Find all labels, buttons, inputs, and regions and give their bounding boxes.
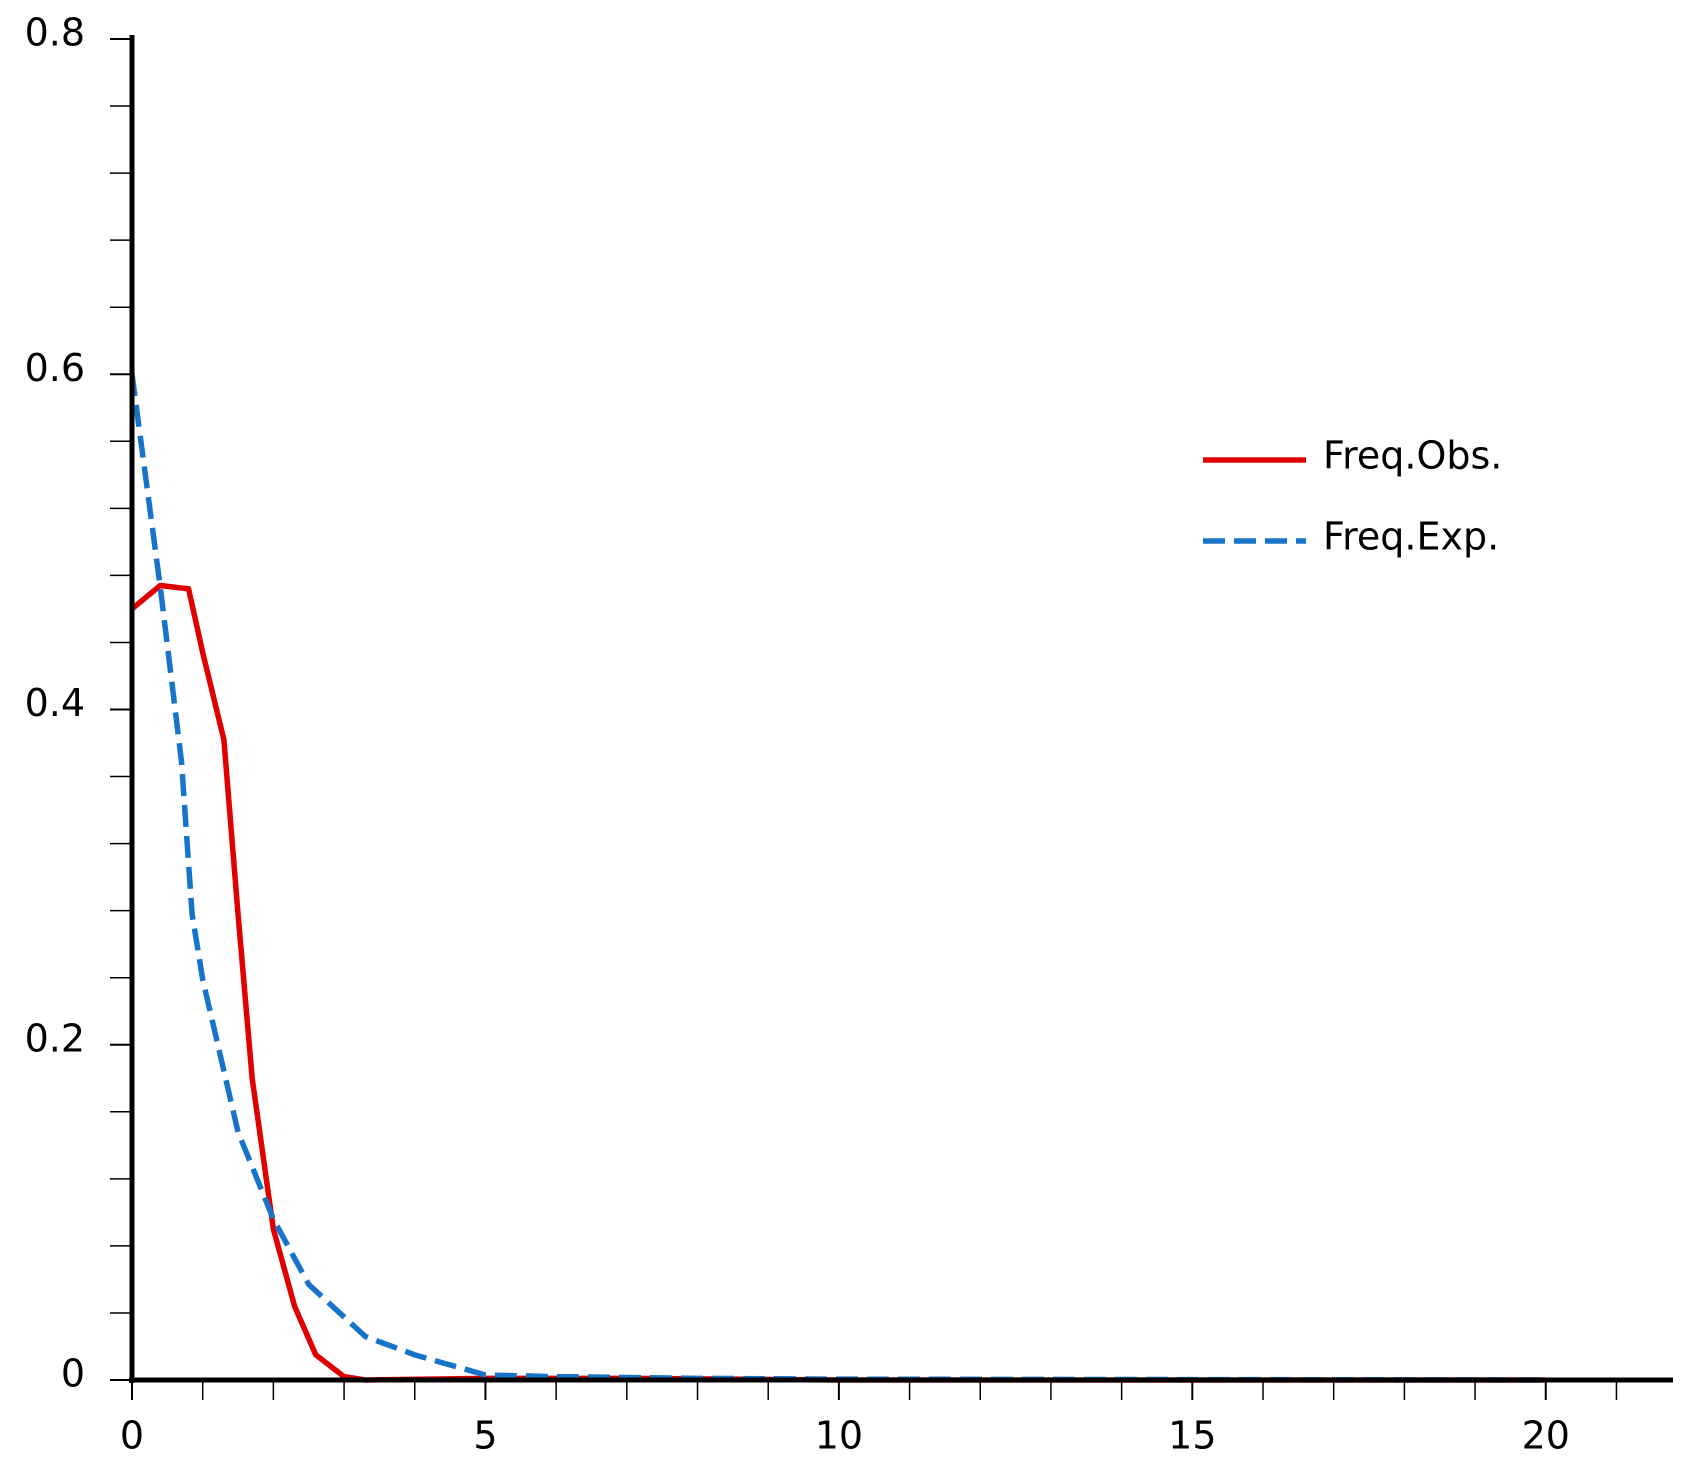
- x-tick-label: 10: [815, 1414, 863, 1458]
- y-tick-label: 0.2: [25, 1016, 85, 1060]
- y-tick-label: 0.6: [25, 346, 85, 390]
- x-tick-label: 5: [473, 1414, 497, 1458]
- x-tick-label: 0: [120, 1414, 144, 1458]
- x-tick-label: 20: [1522, 1414, 1570, 1458]
- series-line: [130, 582, 1546, 1383]
- legend-label: Freq.Exp.: [1323, 515, 1499, 559]
- y-tick-label: 0: [61, 1352, 85, 1396]
- x-tick-label: 15: [1168, 1414, 1216, 1458]
- y-tick-label: 0.4: [25, 681, 85, 725]
- y-tick-label: 0.8: [25, 11, 85, 55]
- legend-label: Freq.Obs.: [1323, 434, 1502, 478]
